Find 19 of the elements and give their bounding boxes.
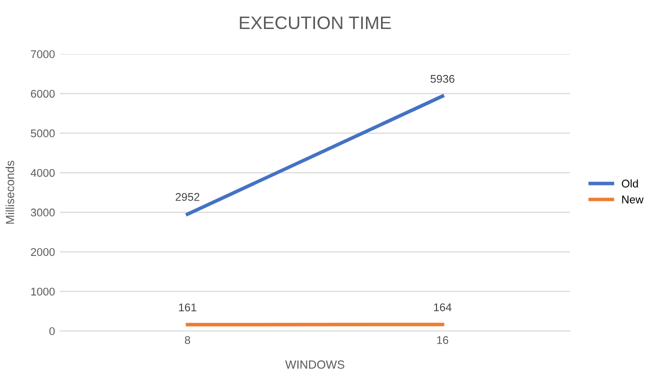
- y-tick-label: 4000: [30, 168, 55, 177]
- data-label: 161: [179, 303, 196, 312]
- y-axis-title: Milliseconds: [6, 160, 14, 224]
- data-label: 2952: [176, 193, 200, 201]
- y-tick-label: 3000: [30, 208, 55, 216]
- legend-label: New: [622, 196, 644, 204]
- x-axis-title: WINDOWS: [285, 360, 344, 369]
- y-tick-label: 2000: [30, 248, 55, 256]
- data-label: 164: [434, 303, 452, 312]
- data-label: 5936: [430, 74, 454, 83]
- x-tick-label: 8: [184, 336, 190, 344]
- chart-title: EXECUTION TIME: [240, 16, 391, 30]
- x-tick-label: 16: [437, 336, 448, 344]
- y-tick-label: 6000: [30, 90, 55, 98]
- y-tick-label: 1000: [31, 288, 55, 296]
- y-tick-label: 0: [49, 327, 55, 336]
- y-tick-label: 5000: [30, 129, 55, 138]
- y-tick-label: 7000: [30, 50, 55, 58]
- legend-label: Old: [622, 179, 638, 188]
